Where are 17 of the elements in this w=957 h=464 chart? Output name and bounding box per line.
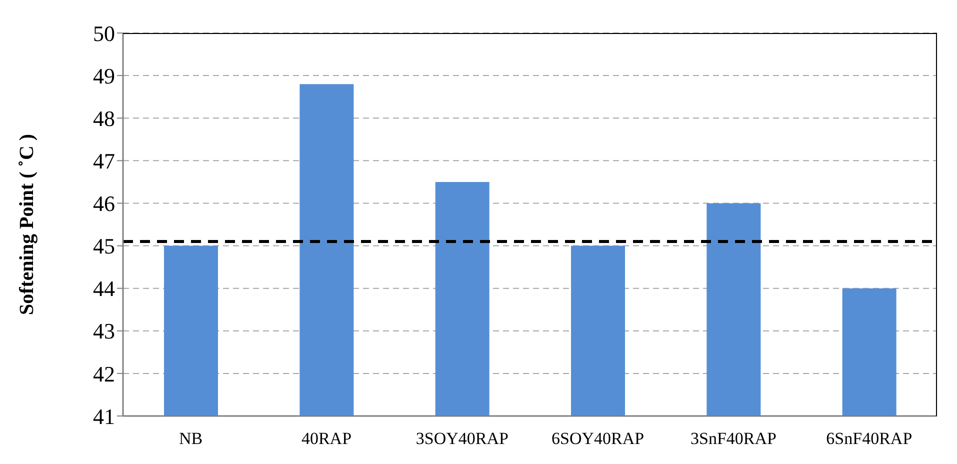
y-tick-label: 45 [93, 234, 115, 259]
x-tick-label: 3SnF40RAP [690, 429, 776, 448]
y-tick-label: 42 [93, 361, 115, 386]
x-tick-label: NB [179, 429, 203, 448]
y-tick-label: 48 [93, 106, 115, 131]
x-tick-label: 6SnF40RAP [826, 429, 912, 448]
y-tick-label: 50 [93, 20, 115, 46]
y-tick-label: 44 [93, 276, 115, 302]
x-tick-label: 3SOY40RAP [416, 429, 508, 448]
y-tick-label: 43 [93, 318, 115, 344]
y-tick-label: 47 [93, 148, 115, 174]
y-tick-label: 41 [93, 404, 115, 429]
y-axis-title: Softening Point ( ˚C ) [16, 134, 38, 316]
x-tick-label: 40RAP [301, 429, 352, 448]
y-tick-label: 46 [93, 191, 115, 216]
x-tick-label: 6SOY40RAP [552, 429, 644, 448]
y-tick-label: 49 [93, 63, 115, 88]
